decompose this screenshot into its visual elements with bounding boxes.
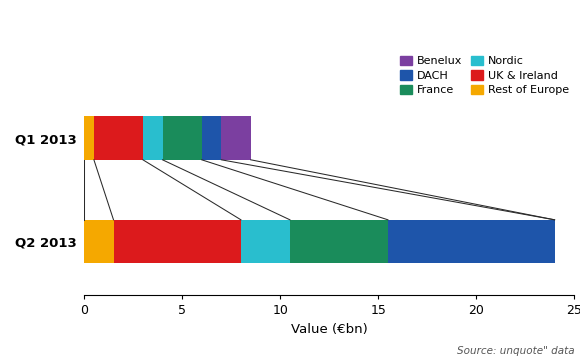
Bar	[84, 220, 114, 263]
Legend: Benelux, DACH, France, Nordic, UK & Ireland, Rest of Europe: Benelux, DACH, France, Nordic, UK & Irel…	[400, 56, 568, 95]
X-axis label: Value (€bn): Value (€bn)	[291, 323, 368, 336]
Text: Source: unquote" data: Source: unquote" data	[456, 346, 574, 356]
Bar	[114, 220, 241, 263]
Text: Value of European buyouts by region: Value of European buyouts by region	[240, 21, 563, 39]
Bar	[202, 116, 222, 160]
Bar	[290, 220, 388, 263]
Bar	[162, 116, 202, 160]
Bar	[388, 220, 554, 263]
Bar	[143, 116, 162, 160]
Bar	[84, 116, 94, 160]
Bar	[94, 116, 143, 160]
Bar	[241, 220, 290, 263]
Bar	[222, 116, 251, 160]
